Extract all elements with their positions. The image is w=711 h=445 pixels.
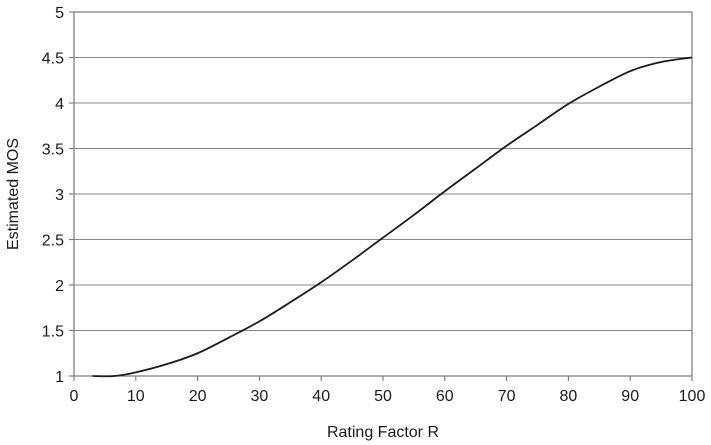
y-axis-title: Estimated MOS bbox=[5, 138, 22, 250]
y-tick-label: 2 bbox=[55, 278, 64, 295]
x-tick-label: 0 bbox=[70, 388, 79, 405]
x-axis-title: Rating Factor R bbox=[327, 424, 439, 441]
x-tick-label: 30 bbox=[251, 388, 269, 405]
x-tick-label: 60 bbox=[436, 388, 454, 405]
y-tick-label: 3 bbox=[55, 187, 64, 204]
y-tick-label: 1 bbox=[55, 369, 64, 386]
x-tick-label: 40 bbox=[312, 388, 330, 405]
x-tick-label: 20 bbox=[189, 388, 207, 405]
x-tick-label: 80 bbox=[560, 388, 578, 405]
axis-ticks: 11.522.533.544.550 10 20 30 40 50 60 70 80 90 100 bbox=[42, 5, 706, 405]
y-tick-label: 5 bbox=[55, 5, 64, 22]
x-tick-label: 50 bbox=[374, 388, 392, 405]
x-tick-label: 100 bbox=[679, 388, 706, 405]
y-tick-label: 4.5 bbox=[42, 51, 64, 68]
x-tick-label: 70 bbox=[498, 388, 516, 405]
x-tick-label: 90 bbox=[621, 388, 639, 405]
y-tick-label: 3.5 bbox=[42, 142, 64, 159]
series-group bbox=[92, 56, 693, 378]
y-tick-label: 2.5 bbox=[42, 233, 64, 250]
grid-lines bbox=[74, 56, 692, 332]
y-tick-label: 1.5 bbox=[42, 324, 64, 341]
x-tick-label: 10 bbox=[127, 388, 145, 405]
mos-curve bbox=[92, 56, 693, 378]
y-tick-label: 4 bbox=[55, 96, 64, 113]
